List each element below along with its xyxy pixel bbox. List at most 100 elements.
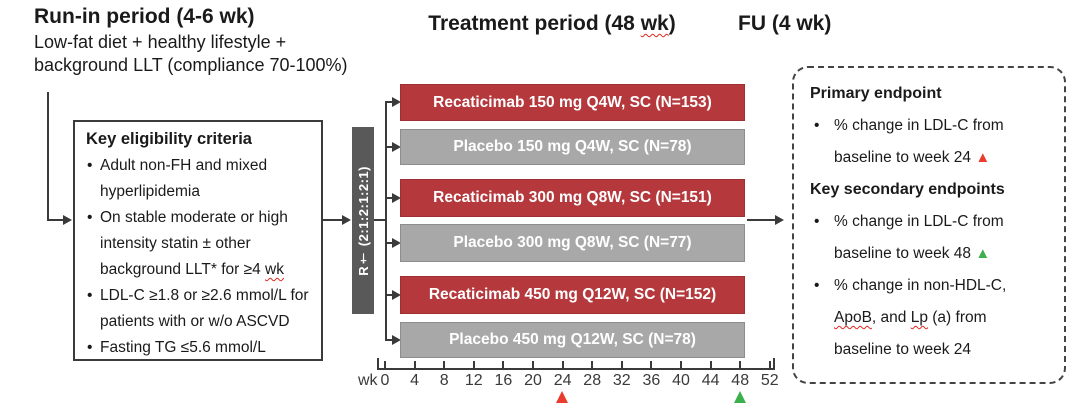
secondary-endpoint-2-line3: baseline to week 24 [834, 341, 972, 358]
eligibility-item-2: On stable moderate or high intensity sta… [86, 205, 313, 283]
timeline-tick-label-4: 4 [410, 372, 420, 389]
timeline-unit-label: wk [358, 372, 378, 389]
timeline-tick-label-0: 0 [380, 372, 390, 389]
eligibility-title: Key eligibility criteria [86, 130, 252, 148]
secondary-endpoint-2-rest: (a) from [927, 309, 987, 326]
secondary-endpoint-item-1: % change in LDL-C from baseline to week … [810, 206, 1052, 270]
primary-endpoint-heading: Primary endpoint [810, 85, 942, 102]
timeline-tick-label-32: 32 [612, 372, 631, 389]
eligibility-box: Key eligibility criteria Adult non-FH an… [73, 120, 323, 361]
arm-bar-recaticimab-300: Recaticimab 300 mg Q8W, SC (N=151) [400, 179, 745, 217]
branch-line-arm-2 [386, 146, 394, 148]
timeline-tick-36 [650, 361, 653, 368]
secondary-endpoint-1-line2: baseline to week 48 ▲ [834, 238, 1052, 270]
secondary-endpoints-heading: Key secondary endpoints [810, 181, 1005, 198]
treatment-title-close: ) [668, 12, 676, 35]
timeline-baseline [377, 368, 775, 370]
timeline-tick-40 [680, 361, 682, 368]
timeline-tick-20 [532, 361, 534, 368]
randomization-to-branch-line [374, 219, 387, 221]
timeline-tick-label-52: 52 [760, 372, 779, 389]
eligibility-item-2-text: On stable moderate or high intensity sta… [100, 209, 288, 278]
branch-arrowhead-arm-4-icon [392, 238, 401, 248]
secondary-endpoint-2-mid: , and [871, 309, 911, 326]
secondary-endpoint-2-line2: ApoB, and Lp (a) from [834, 302, 1052, 334]
branch-line-arm-5 [386, 294, 394, 296]
timeline-tick-label-40: 40 [672, 372, 690, 389]
secondary-endpoint-1-line1: % change in LDL-C from [834, 213, 1004, 230]
primary-endpoint-item: % change in LDL-C from baseline to week … [810, 110, 1052, 174]
arms-to-endpoints-line [747, 219, 776, 221]
branch-line-arm-1 [386, 101, 394, 103]
secondary-endpoint-1-line2-text: baseline to week 48 [834, 245, 976, 262]
timeline-tick-label-20: 20 [524, 372, 542, 389]
run-in-period-subtitle: Low-fat diet + healthy lifestyle + backg… [34, 31, 348, 77]
timeline-tick-label-12: 12 [464, 372, 483, 389]
timeline-marker-week-24-icon [556, 391, 569, 403]
timeline-tick-label-8: 8 [439, 372, 449, 389]
timeline-tick-label-16: 16 [494, 372, 513, 389]
eligibility-item-1: Adult non-FH and mixed hyperlipidemia [86, 153, 313, 205]
run-in-subtitle-line2: background LLT (compliance 70-100%) [34, 55, 348, 75]
run-in-connector-horizontal-line [47, 219, 64, 221]
timeline-axis: wk 0 4 8 12 16 20 24 28 32 36 40 44 48 52 [358, 358, 779, 413]
timeline-tick-4 [413, 361, 416, 368]
timeline-tick-8 [443, 361, 446, 368]
branch-arrowhead-arm-6-icon [392, 335, 401, 345]
run-in-connector-vertical-line [47, 92, 49, 221]
secondary-endpoint-2-lp: Lp [910, 309, 928, 326]
timeline-tick-24 [561, 361, 564, 368]
arm-bar-placebo-450: Placebo 450 mg Q12W, SC (N=78) [400, 322, 745, 358]
timeline-tick-48 [739, 361, 742, 368]
primary-endpoint-line1: % change in LDL-C from [834, 117, 1004, 134]
arms-to-endpoints-arrowhead-icon [775, 215, 784, 225]
arm-bar-recaticimab-150: Recaticimab 150 mg Q4W, SC (N=153) [400, 84, 745, 121]
secondary-endpoint-item-2: % change in non-HDL-C, ApoB, and Lp (a) … [810, 270, 1052, 366]
eligibility-item-2-wk: wk [265, 261, 284, 278]
branch-line-arm-4 [386, 242, 394, 244]
timeline-tick-label-44: 44 [701, 372, 720, 389]
branch-arrowhead-arm-5-icon [392, 290, 401, 300]
branch-arrowhead-arm-2-icon [392, 142, 401, 152]
secondary-endpoint-2-line1: % change in non-HDL-C, [834, 277, 1007, 294]
timeline-left-bracket [377, 358, 379, 370]
week-48-marker-triangle-icon: ▲ [975, 245, 991, 262]
primary-endpoint-line2: baseline to week 24 ▲ [834, 142, 1052, 174]
treatment-period-title: Treatment period (48 wk) [428, 12, 675, 36]
arm-bar-recaticimab-450: Recaticimab 450 mg Q12W, SC (N=152) [400, 276, 745, 314]
treatment-title-wk: wk [640, 12, 669, 35]
branch-arrowhead-arm-3-icon [392, 193, 401, 203]
timeline-tick-label-36: 36 [642, 372, 661, 389]
follow-up-title: FU (4 wk) [738, 12, 832, 35]
eligibility-to-randomization-arrowhead-icon [342, 215, 351, 225]
timeline-tick-label-28: 28 [583, 372, 602, 389]
timeline-tick-label-24: 24 [553, 372, 572, 389]
branch-trunk-line [385, 101, 387, 341]
arm-bar-placebo-300: Placebo 300 mg Q8W, SC (N=77) [400, 224, 745, 262]
timeline-tick-label-48: 48 [731, 372, 750, 389]
eligibility-list: Adult non-FH and mixed hyperlipidemia On… [86, 153, 313, 361]
run-in-arrowhead-icon [63, 215, 72, 225]
run-in-subtitle-line1: Low-fat diet + healthy lifestyle + [34, 32, 287, 52]
timeline-tick-16 [502, 361, 505, 368]
eligibility-to-randomization-line [323, 219, 343, 221]
timeline-right-bracket [773, 358, 775, 370]
eligibility-item-3: LDL-C ≥1.8 or ≥2.6 mmol/L for patients w… [86, 283, 313, 335]
secondary-endpoint-2-apob: ApoB [834, 309, 872, 326]
endpoints-panel: Primary endpoint % change in LDL-C from … [792, 66, 1066, 384]
week-24-marker-triangle-icon: ▲ [975, 149, 991, 166]
branch-arrowhead-arm-1-icon [392, 97, 401, 107]
eligibility-item-4: Fasting TG ≤5.6 mmol/L [86, 335, 313, 361]
timeline-tick-0 [384, 361, 386, 368]
timeline-marker-week-48-icon [733, 391, 746, 403]
timeline-tick-44 [709, 361, 712, 368]
timeline-tick-12 [472, 361, 475, 368]
branch-line-arm-3 [386, 197, 394, 199]
timeline-tick-52 [768, 361, 771, 368]
randomization-label: R† (2:1:2:1:2:1) [355, 165, 371, 276]
arm-bar-placebo-150: Placebo 150 mg Q4W, SC (N=78) [400, 129, 745, 165]
timeline-tick-32 [620, 361, 623, 368]
branch-line-arm-6 [386, 339, 394, 341]
randomization-bar: R† (2:1:2:1:2:1) [352, 127, 374, 314]
